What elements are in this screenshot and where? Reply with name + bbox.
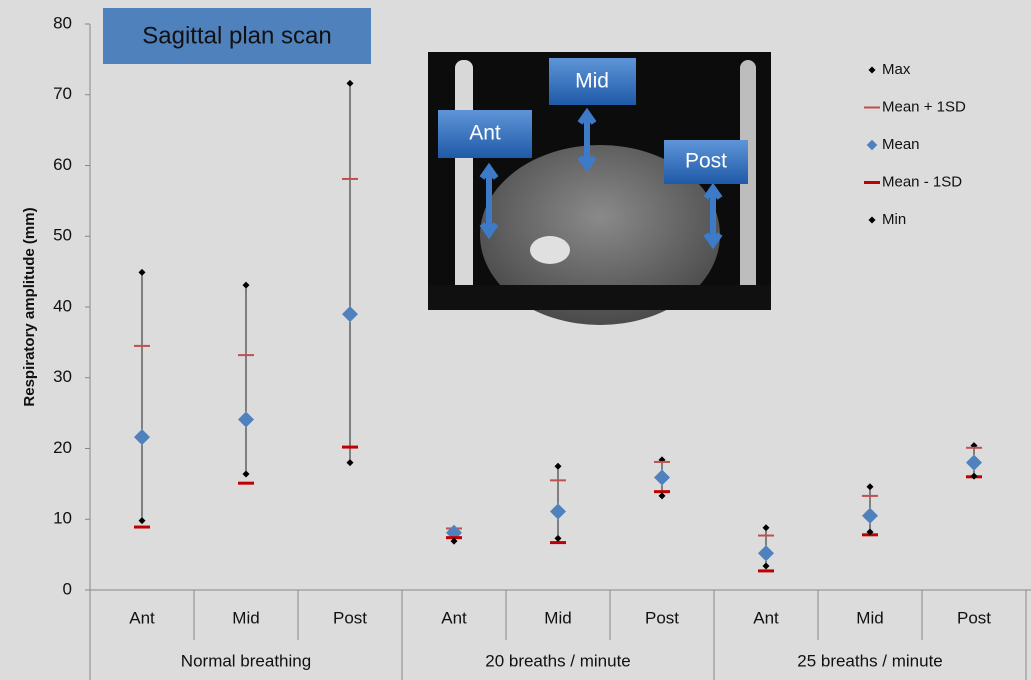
- inset-label: Mid: [575, 70, 609, 93]
- data-point: [138, 268, 146, 276]
- legend-label: Min: [882, 211, 906, 228]
- y-tick-label: 50: [53, 226, 72, 245]
- y-tick-label: 0: [63, 579, 72, 598]
- data-point: [758, 545, 774, 562]
- data-point: [862, 507, 878, 524]
- y-tick-label: 30: [53, 367, 72, 386]
- data-point: [654, 469, 670, 486]
- title-box: [103, 8, 371, 64]
- data-point: [342, 306, 358, 323]
- x-tick-label: Post: [645, 608, 679, 627]
- legend-label: Mean - 1SD: [882, 173, 962, 190]
- legend-marker: [868, 66, 876, 74]
- data-point: [242, 281, 250, 289]
- inset-label: Post: [685, 150, 727, 173]
- inset-image: [428, 52, 771, 325]
- x-tick-label: Ant: [441, 608, 467, 627]
- legend-label: Max: [882, 61, 911, 78]
- y-tick-label: 10: [53, 509, 72, 528]
- data-point: [242, 470, 250, 478]
- data-point: [762, 524, 770, 532]
- chart-title: Sagittal plan scan: [142, 22, 331, 49]
- data-point: [970, 472, 978, 480]
- x-tick-label: Mid: [856, 608, 883, 627]
- data-point: [450, 537, 458, 545]
- group-label: 20 breaths / minute: [485, 651, 631, 670]
- legend-marker: [866, 139, 878, 151]
- data-point: [134, 429, 150, 446]
- data-point: [346, 459, 354, 467]
- legend-label: Mean + 1SD: [882, 98, 966, 115]
- group-label: Normal breathing: [181, 651, 311, 670]
- data-point: [866, 528, 874, 536]
- legend-marker: [868, 216, 876, 224]
- x-tick-label: Ant: [129, 608, 155, 627]
- y-tick-label: 20: [53, 438, 72, 457]
- y-tick-label: 70: [53, 84, 72, 103]
- legend-label: Mean: [882, 136, 920, 153]
- data-point: [762, 562, 770, 570]
- x-tick-label: Post: [957, 608, 991, 627]
- data-point: [238, 411, 254, 428]
- data-point: [138, 517, 146, 525]
- group-label: 25 breaths / minute: [797, 651, 943, 670]
- data-point: [866, 483, 874, 491]
- x-tick-label: Post: [333, 608, 367, 627]
- data-point: [554, 534, 562, 542]
- data-point: [658, 492, 666, 500]
- data-point: [550, 503, 566, 520]
- inset-label: Ant: [469, 122, 501, 145]
- y-tick-label: 80: [53, 13, 72, 32]
- y-tick-label: 40: [53, 296, 72, 315]
- x-tick-label: Mid: [232, 608, 259, 627]
- y-axis-label: Respiratory amplitude (mm): [21, 207, 38, 406]
- data-point: [554, 462, 562, 470]
- x-tick-label: Mid: [544, 608, 571, 627]
- x-tick-label: Ant: [753, 608, 779, 627]
- data-point: [966, 454, 982, 471]
- y-tick-label: 60: [53, 155, 72, 174]
- data-point: [346, 79, 354, 87]
